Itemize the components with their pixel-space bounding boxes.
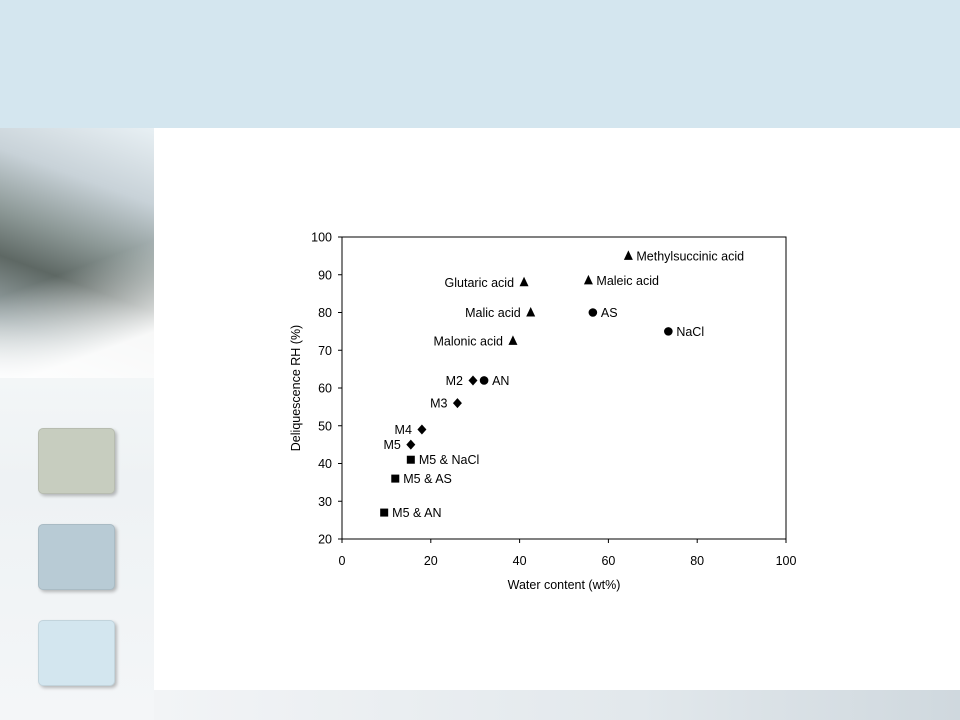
y-tick-label: 100 (311, 231, 332, 245)
decor-swatch-3 (38, 620, 115, 686)
y-tick-label: 30 (318, 495, 332, 509)
point-marker-square (391, 474, 400, 483)
point-label: M4 (395, 423, 412, 437)
x-axis-label: Water content (wt%) (508, 578, 621, 592)
point-marker-circle (588, 308, 598, 317)
point-label: M5 & AS (403, 472, 452, 486)
decor-swatch-2 (38, 524, 115, 590)
data-points: Methylsuccinic acid Maleic acid Glutaric a… (380, 249, 744, 520)
x-tick-label: 0 (339, 554, 346, 568)
x-tick-label: 40 (513, 554, 527, 568)
left-decor-photo (0, 128, 154, 378)
point-label: AN (492, 374, 509, 388)
decor-swatch-1 (38, 428, 115, 494)
y-tick-label: 80 (318, 306, 332, 320)
point-marker-diamond (468, 375, 478, 386)
point-label: M5 & AN (392, 506, 441, 520)
y-tick-label: 70 (318, 344, 332, 358)
y-axis: 20 30 40 50 60 70 80 90 100 (311, 231, 342, 547)
point-label: M3 (430, 397, 447, 411)
y-tick-label: 90 (318, 268, 332, 282)
y-tick-label: 50 (318, 419, 332, 433)
point-label: Maleic acid (596, 274, 659, 288)
y-axis-label: Deliquescence RH (%) (289, 325, 303, 451)
x-tick-label: 100 (776, 554, 797, 568)
point-label: AS (601, 306, 618, 320)
point-label: Malonic acid (433, 334, 503, 348)
point-label: M5 & NaCl (419, 453, 479, 467)
x-tick-label: 60 (601, 554, 615, 568)
point-marker-square (380, 508, 389, 517)
y-tick-label: 20 (318, 533, 332, 547)
point-label: Malic acid (465, 306, 521, 320)
point-marker-circle (664, 327, 673, 336)
point-marker-square (406, 455, 415, 464)
point-label: M5 (383, 438, 400, 452)
point-marker-triangle (623, 250, 633, 260)
x-tick-label: 80 (690, 554, 704, 568)
point-label: Methylsuccinic acid (636, 249, 744, 263)
point-label: NaCl (676, 325, 704, 339)
y-tick-label: 40 (318, 457, 332, 471)
point-marker-triangle (583, 274, 593, 285)
point-label: M2 (446, 374, 463, 388)
plot-frame (341, 236, 787, 540)
point-marker-triangle (519, 276, 529, 287)
point-marker-diamond (406, 439, 416, 450)
point-marker-diamond (417, 424, 427, 435)
point-label: Glutaric acid (445, 276, 515, 290)
x-axis: 0 20 40 60 80 100 (339, 539, 797, 568)
slide-header-band (0, 0, 960, 128)
y-tick-label: 60 (318, 382, 332, 396)
bottom-decor-band (154, 690, 960, 720)
point-marker-diamond (452, 398, 462, 409)
point-marker-triangle (508, 335, 518, 345)
x-tick-label: 20 (424, 554, 438, 568)
point-marker-triangle (526, 307, 536, 317)
point-marker-circle (479, 376, 489, 385)
